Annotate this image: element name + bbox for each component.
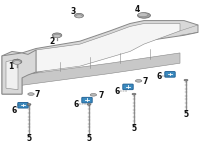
Text: 1: 1 [8,62,14,71]
Ellipse shape [13,61,21,64]
Text: 6: 6 [114,87,120,96]
Text: 4: 4 [134,5,140,14]
Ellipse shape [90,93,97,96]
Ellipse shape [87,103,91,105]
Ellipse shape [184,79,188,81]
FancyBboxPatch shape [18,102,28,108]
Text: 7: 7 [142,77,148,86]
Ellipse shape [135,80,142,82]
FancyBboxPatch shape [165,72,175,77]
Polygon shape [2,21,198,94]
Ellipse shape [28,93,34,95]
Text: 5: 5 [183,110,189,119]
Text: 7: 7 [98,91,104,100]
Text: 5: 5 [86,134,92,143]
Text: 6: 6 [11,106,17,116]
Ellipse shape [133,124,135,126]
Polygon shape [22,53,180,85]
Ellipse shape [88,135,90,136]
Text: 6: 6 [73,100,79,109]
Ellipse shape [53,34,61,38]
Ellipse shape [52,33,62,38]
Polygon shape [6,59,18,90]
Text: 5: 5 [26,134,32,143]
Polygon shape [36,24,180,72]
Ellipse shape [28,135,30,136]
Ellipse shape [74,13,84,18]
Polygon shape [2,50,36,94]
Ellipse shape [185,110,187,112]
Text: 6: 6 [156,72,162,81]
Ellipse shape [27,103,31,105]
Ellipse shape [12,59,22,64]
Ellipse shape [132,93,136,95]
Text: 7: 7 [34,90,40,99]
Ellipse shape [138,13,148,17]
Text: 5: 5 [131,124,137,133]
Ellipse shape [76,15,82,18]
Text: 3: 3 [70,7,76,16]
FancyBboxPatch shape [123,84,133,90]
Ellipse shape [138,13,151,18]
Text: 2: 2 [49,37,55,46]
FancyBboxPatch shape [82,97,92,103]
